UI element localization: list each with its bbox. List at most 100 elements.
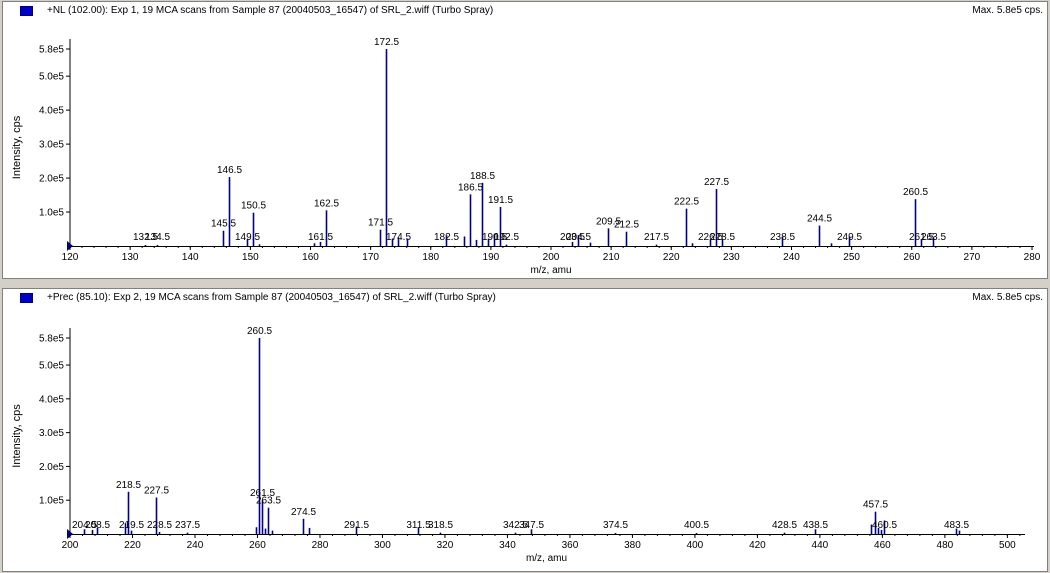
x-tick-label: 320	[437, 540, 454, 551]
x-tick-label: 140	[182, 252, 199, 263]
x-tick-label: 500	[999, 540, 1016, 551]
peak-label: 260.5	[903, 187, 928, 198]
y-tick-label: 3.0e5	[39, 428, 64, 439]
y-tick-label: 2.0e5	[39, 462, 64, 473]
peak-label: 132.5	[133, 232, 158, 243]
peak-label: 238.5	[770, 232, 795, 243]
x-tick-label: 420	[749, 540, 766, 551]
peak-label: 145.5	[211, 219, 236, 230]
x-tick-label: 180	[422, 252, 439, 263]
y-tick-label: 1.0e5	[39, 208, 64, 219]
peak-label: 227.5	[144, 486, 169, 497]
peak-label: 374.5	[603, 520, 628, 531]
x-tick-label: 230	[723, 252, 740, 263]
x-tick-label: 240	[783, 252, 800, 263]
peak-label: 249.5	[837, 232, 862, 243]
x-tick-label: 460	[874, 540, 891, 551]
x-tick-label: 300	[374, 540, 391, 551]
x-tick-label: 160	[302, 252, 319, 263]
peak-label: 457.5	[863, 500, 888, 511]
peak-label: 188.5	[470, 171, 495, 182]
peak-label: 311.5	[406, 520, 431, 531]
peak-label: 260.5	[247, 326, 272, 337]
y-tick-label: 4.0e5	[39, 106, 64, 117]
peak-label: 400.5	[684, 520, 709, 531]
x-tick-label: 260	[903, 252, 920, 263]
peak-label: 261.5	[909, 232, 934, 243]
y-axis-title: Intensity, cps	[11, 404, 23, 468]
x-tick-label: 190	[483, 252, 500, 263]
spectrum-panel-1: +NL (102.00): Exp 1, 19 MCA scans from S…	[2, 1, 1048, 279]
peak-label: 244.5	[807, 214, 832, 225]
x-axis-title: m/z, amu	[526, 553, 567, 564]
peak-label: 146.5	[217, 165, 242, 176]
peak-label: 263.5	[921, 232, 946, 243]
peak-label: 204.5	[72, 520, 97, 531]
peak-label: 172.5	[374, 37, 399, 48]
peak-label: 217.5	[644, 232, 669, 243]
peak-label: 171.5	[368, 218, 393, 229]
spectrum-panel-2: +Prec (85.10): Exp 2, 19 MCA scans from …	[2, 288, 1048, 572]
panel-header: +NL (102.00): Exp 1, 19 MCA scans from S…	[3, 4, 1047, 20]
peak-label: 228.5	[710, 232, 735, 243]
panel-title: +Prec (85.10): Exp 2, 19 MCA scans from …	[47, 292, 496, 303]
peak-label: 182.5	[434, 232, 459, 243]
x-tick-label: 220	[663, 252, 680, 263]
series-color-swatch[interactable]	[20, 6, 33, 16]
y-axis-title: Intensity, cps	[11, 115, 23, 179]
peak-label: 342.5	[503, 520, 528, 531]
peak-label: 347.5	[519, 520, 544, 531]
spectrum-chart-1[interactable]: 120 130 140 150 160 170 180 190 200 210 220 230 240 2…	[3, 2, 1047, 278]
x-tick-label: 260	[249, 540, 266, 551]
peak-label: 291.5	[344, 520, 369, 531]
peak-label: 186.5	[458, 182, 483, 193]
peak-label: 237.5	[175, 520, 200, 531]
peak-label: 218.5	[116, 480, 141, 491]
x-tick-label: 400	[687, 540, 704, 551]
x-axis-title: m/z, amu	[530, 265, 571, 276]
x-tick-label: 200	[62, 540, 79, 551]
x-tick-label: 130	[122, 252, 139, 263]
peak-label: 203.5	[560, 232, 585, 243]
peak-label: 261.5	[250, 488, 275, 499]
y-tick-label: 5.8e5	[39, 45, 64, 56]
peak-label: 162.5	[314, 198, 339, 209]
peak-label: 204.5	[566, 232, 591, 243]
x-tick-label: 340	[499, 540, 516, 551]
peak-label: 161.5	[308, 232, 333, 243]
x-tick-label: 480	[937, 540, 954, 551]
peak-label: 483.5	[944, 520, 969, 531]
peak-label: 191.5	[488, 195, 513, 206]
y-tick-label: 4.0e5	[39, 394, 64, 405]
x-tick-label: 360	[562, 540, 579, 551]
peak-label: 174.5	[386, 232, 411, 243]
peak-label: 134.5	[145, 232, 170, 243]
peak-label: 219.5	[119, 520, 144, 531]
peak-label: 460.5	[872, 520, 897, 531]
peak-label: 318.5	[428, 520, 453, 531]
peak-label: 438.5	[803, 520, 828, 531]
x-tick-label: 270	[964, 252, 981, 263]
peak-label: 428.5	[772, 520, 797, 531]
panel-header: +Prec (85.10): Exp 2, 19 MCA scans from …	[3, 291, 1047, 307]
peak-label: 208.5	[85, 520, 110, 531]
x-tick-label: 150	[242, 252, 259, 263]
peak-label: 274.5	[291, 507, 316, 518]
peak-label: 222.5	[674, 197, 699, 208]
x-tick-label: 120	[62, 252, 79, 263]
series-color-swatch[interactable]	[20, 293, 33, 303]
y-tick-label: 2.0e5	[39, 174, 64, 185]
peak-label: 227.5	[704, 177, 729, 188]
x-tick-label: 210	[603, 252, 620, 263]
y-tick-label: 3.0e5	[39, 140, 64, 151]
peak-label: 209.5	[596, 216, 621, 227]
peak-label: 228.5	[147, 520, 172, 531]
x-tick-label: 280	[312, 540, 329, 551]
y-tick-label: 1.0e5	[39, 496, 64, 507]
peak-label: 212.5	[614, 220, 639, 231]
x-tick-label: 200	[543, 252, 560, 263]
spectrum-chart-2[interactable]: 200 220 240 260 280 300 320 340 360 380 400 420 440 4…	[3, 289, 1047, 571]
max-intensity-label: Max. 5.8e5 cps.	[972, 292, 1043, 303]
peak-label: 190.5	[482, 232, 507, 243]
x-tick-label: 170	[362, 252, 379, 263]
